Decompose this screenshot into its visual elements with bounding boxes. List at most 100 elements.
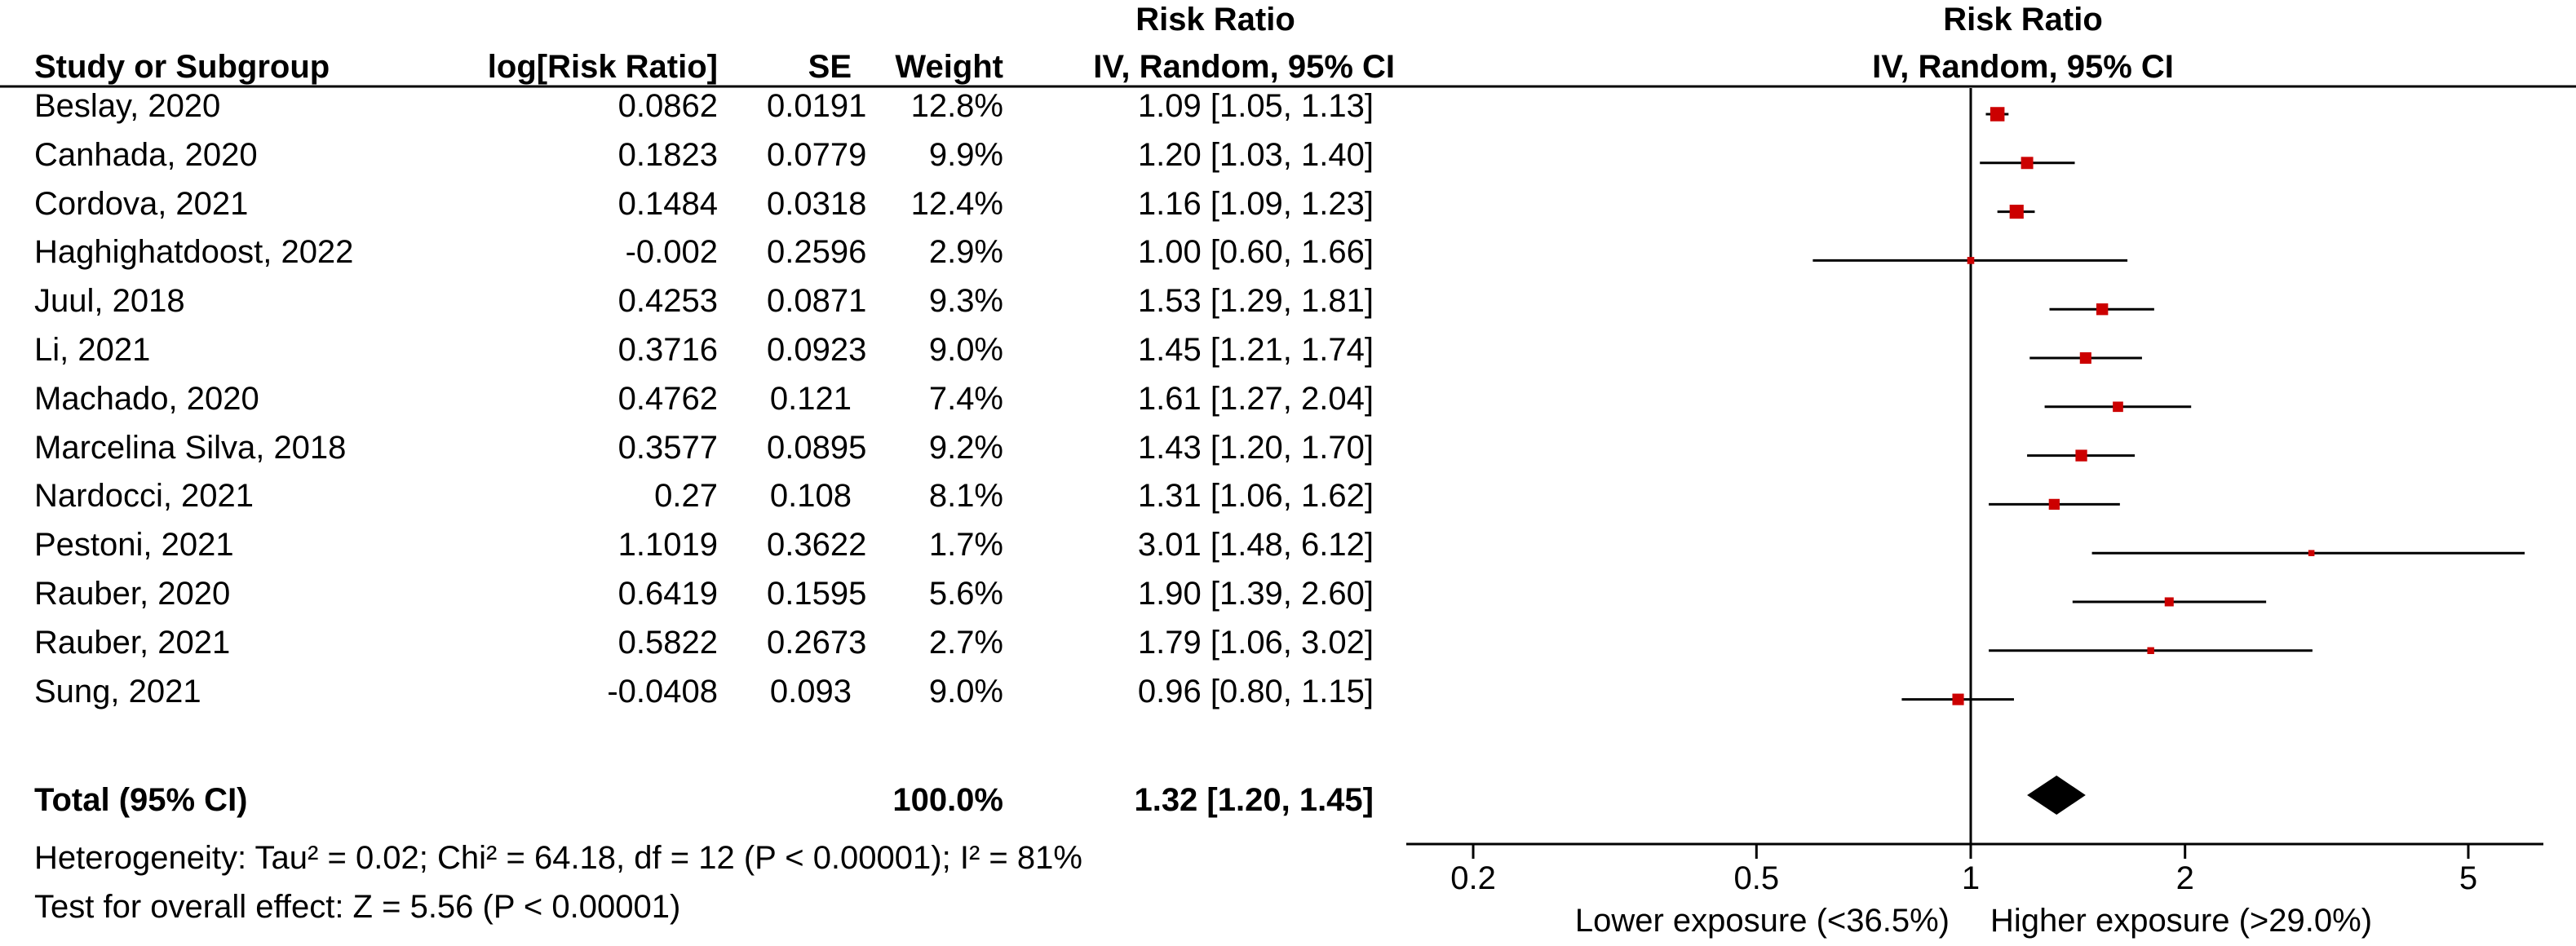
x-tick-label: 0.2 [1450, 860, 1496, 896]
x-label-left: Lower exposure (<36.5%) [1575, 903, 1950, 939]
x-tick-label: 2 [2176, 860, 2194, 896]
logrr-value: 0.1484 [617, 185, 718, 222]
x-tick-label: 5 [2459, 860, 2477, 896]
logrr-value: -0.002 [625, 234, 718, 271]
ci-value: 0.96 [0.80, 1.15] [1137, 673, 1374, 710]
ci-column-title: Risk Ratio [1135, 2, 1295, 38]
study-marker [1990, 107, 2005, 122]
ci-value: 1.61 [1.27, 2.04] [1137, 380, 1374, 417]
ci-value: 1.00 [0.60, 1.66] [1137, 234, 1374, 271]
se-column-header: SE [808, 49, 852, 85]
weight-value: 7.4% [928, 380, 1003, 417]
ci-value: 1.31 [1.06, 1.62] [1137, 478, 1374, 515]
weight-value: 9.3% [928, 283, 1003, 320]
study-marker [2308, 550, 2315, 556]
ci-column-subheader: IV, Random, 95% CI [1093, 49, 1395, 85]
study-marker [2009, 205, 2024, 219]
study-name: Li, 2021 [34, 332, 151, 368]
se-value: 0.0779 [767, 136, 867, 173]
se-value: 0.121 [769, 380, 852, 417]
total-ci: 1.32 [1.20, 1.45] [1134, 782, 1374, 818]
weight-value: 12.8% [910, 88, 1003, 124]
logrr-value: 0.4762 [617, 380, 718, 417]
logrr-value: 0.5822 [617, 624, 718, 661]
se-value: 0.093 [769, 673, 852, 710]
study-name: Machado, 2020 [34, 380, 259, 417]
study-marker [2147, 647, 2154, 655]
study-marker [2113, 401, 2123, 413]
logrr-value: 0.1823 [617, 136, 718, 173]
logrr-value: 0.6419 [617, 576, 718, 612]
study-marker [2048, 498, 2060, 511]
weight-value: 9.0% [928, 332, 1003, 368]
weight-value: 9.0% [928, 673, 1003, 710]
study-name: Cordova, 2021 [34, 185, 249, 222]
study-name: Pestoni, 2021 [34, 527, 234, 564]
se-value: 0.0895 [767, 429, 867, 466]
se-value: 0.0871 [767, 283, 867, 320]
x-label-right: Higher exposure (>29.0%) [1990, 903, 2372, 939]
logrr-value: 1.1019 [617, 527, 718, 564]
study-marker [2075, 449, 2087, 462]
weight-value: 5.6% [928, 576, 1003, 612]
weight-value: 12.4% [910, 185, 1003, 222]
ci-value: 1.45 [1.21, 1.74] [1137, 332, 1374, 368]
se-value: 0.0191 [767, 88, 867, 124]
total-weight: 100.0% [892, 782, 1003, 818]
study-name: Rauber, 2020 [34, 576, 231, 612]
logrr-value: 0.27 [654, 478, 718, 515]
se-value: 0.0318 [767, 185, 867, 222]
study-marker [2021, 157, 2034, 170]
study-column-header: Study or Subgroup [34, 49, 330, 85]
ci-value: 1.90 [1.39, 2.60] [1137, 576, 1374, 612]
study-marker [2164, 597, 2174, 607]
se-value: 0.0923 [767, 332, 867, 368]
logrr-value: -0.0408 [607, 673, 718, 710]
study-name: Marcelina Silva, 2018 [34, 429, 347, 466]
se-value: 0.2596 [767, 234, 867, 271]
se-value: 0.3622 [767, 527, 867, 564]
pooled-diamond [2027, 776, 2086, 815]
logrr-value: 0.3716 [617, 332, 718, 368]
se-value: 0.2673 [767, 624, 867, 661]
logrr-value: 0.3577 [617, 429, 718, 466]
ci-value: 1.79 [1.06, 3.02] [1137, 624, 1374, 661]
ci-value: 1.09 [1.05, 1.13] [1137, 88, 1374, 124]
study-name: Sung, 2021 [34, 673, 201, 710]
se-value: 0.1595 [767, 576, 867, 612]
weight-column-header: Weight [895, 49, 1003, 85]
overall-effect-text: Test for overall effect: Z = 5.56 (P < 0… [34, 889, 681, 925]
weight-value: 1.7% [928, 527, 1003, 564]
study-name: Nardocci, 2021 [34, 478, 255, 515]
heterogeneity-text: Heterogeneity: Tau² = 0.02; Chi² = 64.18… [34, 840, 1082, 876]
study-name: Haghighatdoost, 2022 [34, 234, 354, 271]
se-value: 0.108 [769, 478, 852, 515]
study-name: Juul, 2018 [34, 283, 185, 320]
study-name: Canhada, 2020 [34, 136, 258, 173]
ci-value: 3.01 [1.48, 6.12] [1137, 527, 1374, 564]
logrr-column-header: log[Risk Ratio] [487, 49, 718, 85]
study-name: Rauber, 2021 [34, 624, 231, 661]
ci-value: 1.20 [1.03, 1.40] [1137, 136, 1374, 173]
ci-value: 1.53 [1.29, 1.81] [1137, 283, 1374, 320]
study-name: Beslay, 2020 [34, 88, 221, 124]
weight-value: 8.1% [928, 478, 1003, 515]
total-label: Total (95% CI) [34, 782, 248, 818]
study-marker [2096, 303, 2109, 316]
ci-value: 1.16 [1.09, 1.23] [1137, 185, 1374, 222]
study-marker [2079, 351, 2091, 365]
weight-value: 2.7% [928, 624, 1003, 661]
weight-value: 2.9% [928, 234, 1003, 271]
logrr-value: 0.0862 [617, 88, 718, 124]
x-tick-label: 0.5 [1733, 860, 1779, 896]
logrr-value: 0.4253 [617, 283, 718, 320]
weight-value: 9.2% [928, 429, 1003, 466]
plot-subtitle: IV, Random, 95% CI [1872, 49, 2174, 85]
x-tick-label: 1 [1962, 860, 1980, 896]
study-marker [1967, 257, 1975, 264]
study-marker [1952, 693, 1964, 705]
weight-value: 9.9% [928, 136, 1003, 173]
ci-value: 1.43 [1.20, 1.70] [1137, 429, 1374, 466]
plot-title: Risk Ratio [1943, 2, 2103, 38]
